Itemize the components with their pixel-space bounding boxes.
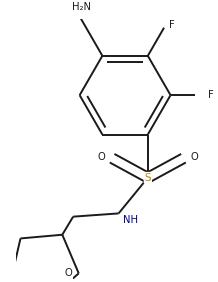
Text: S: S: [145, 173, 151, 183]
Text: H₂N: H₂N: [72, 2, 91, 12]
Text: O: O: [190, 152, 198, 162]
Text: O: O: [98, 152, 106, 162]
Text: F: F: [169, 20, 175, 30]
Text: O: O: [65, 268, 72, 278]
Text: NH: NH: [123, 215, 138, 225]
Text: F: F: [208, 90, 214, 100]
